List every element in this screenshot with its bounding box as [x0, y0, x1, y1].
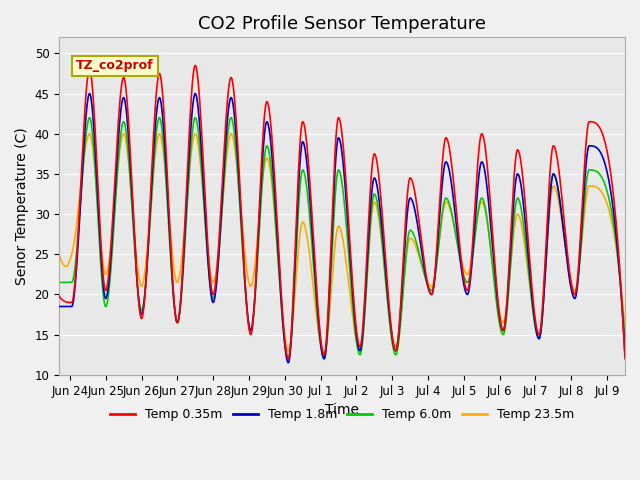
Text: TZ_co2prof: TZ_co2prof [76, 59, 154, 72]
Title: CO2 Profile Sensor Temperature: CO2 Profile Sensor Temperature [198, 15, 486, 33]
X-axis label: Time: Time [325, 403, 359, 417]
Legend: Temp 0.35m, Temp 1.8m, Temp 6.0m, Temp 23.5m: Temp 0.35m, Temp 1.8m, Temp 6.0m, Temp 2… [106, 403, 579, 426]
Y-axis label: Senor Temperature (C): Senor Temperature (C) [15, 127, 29, 285]
